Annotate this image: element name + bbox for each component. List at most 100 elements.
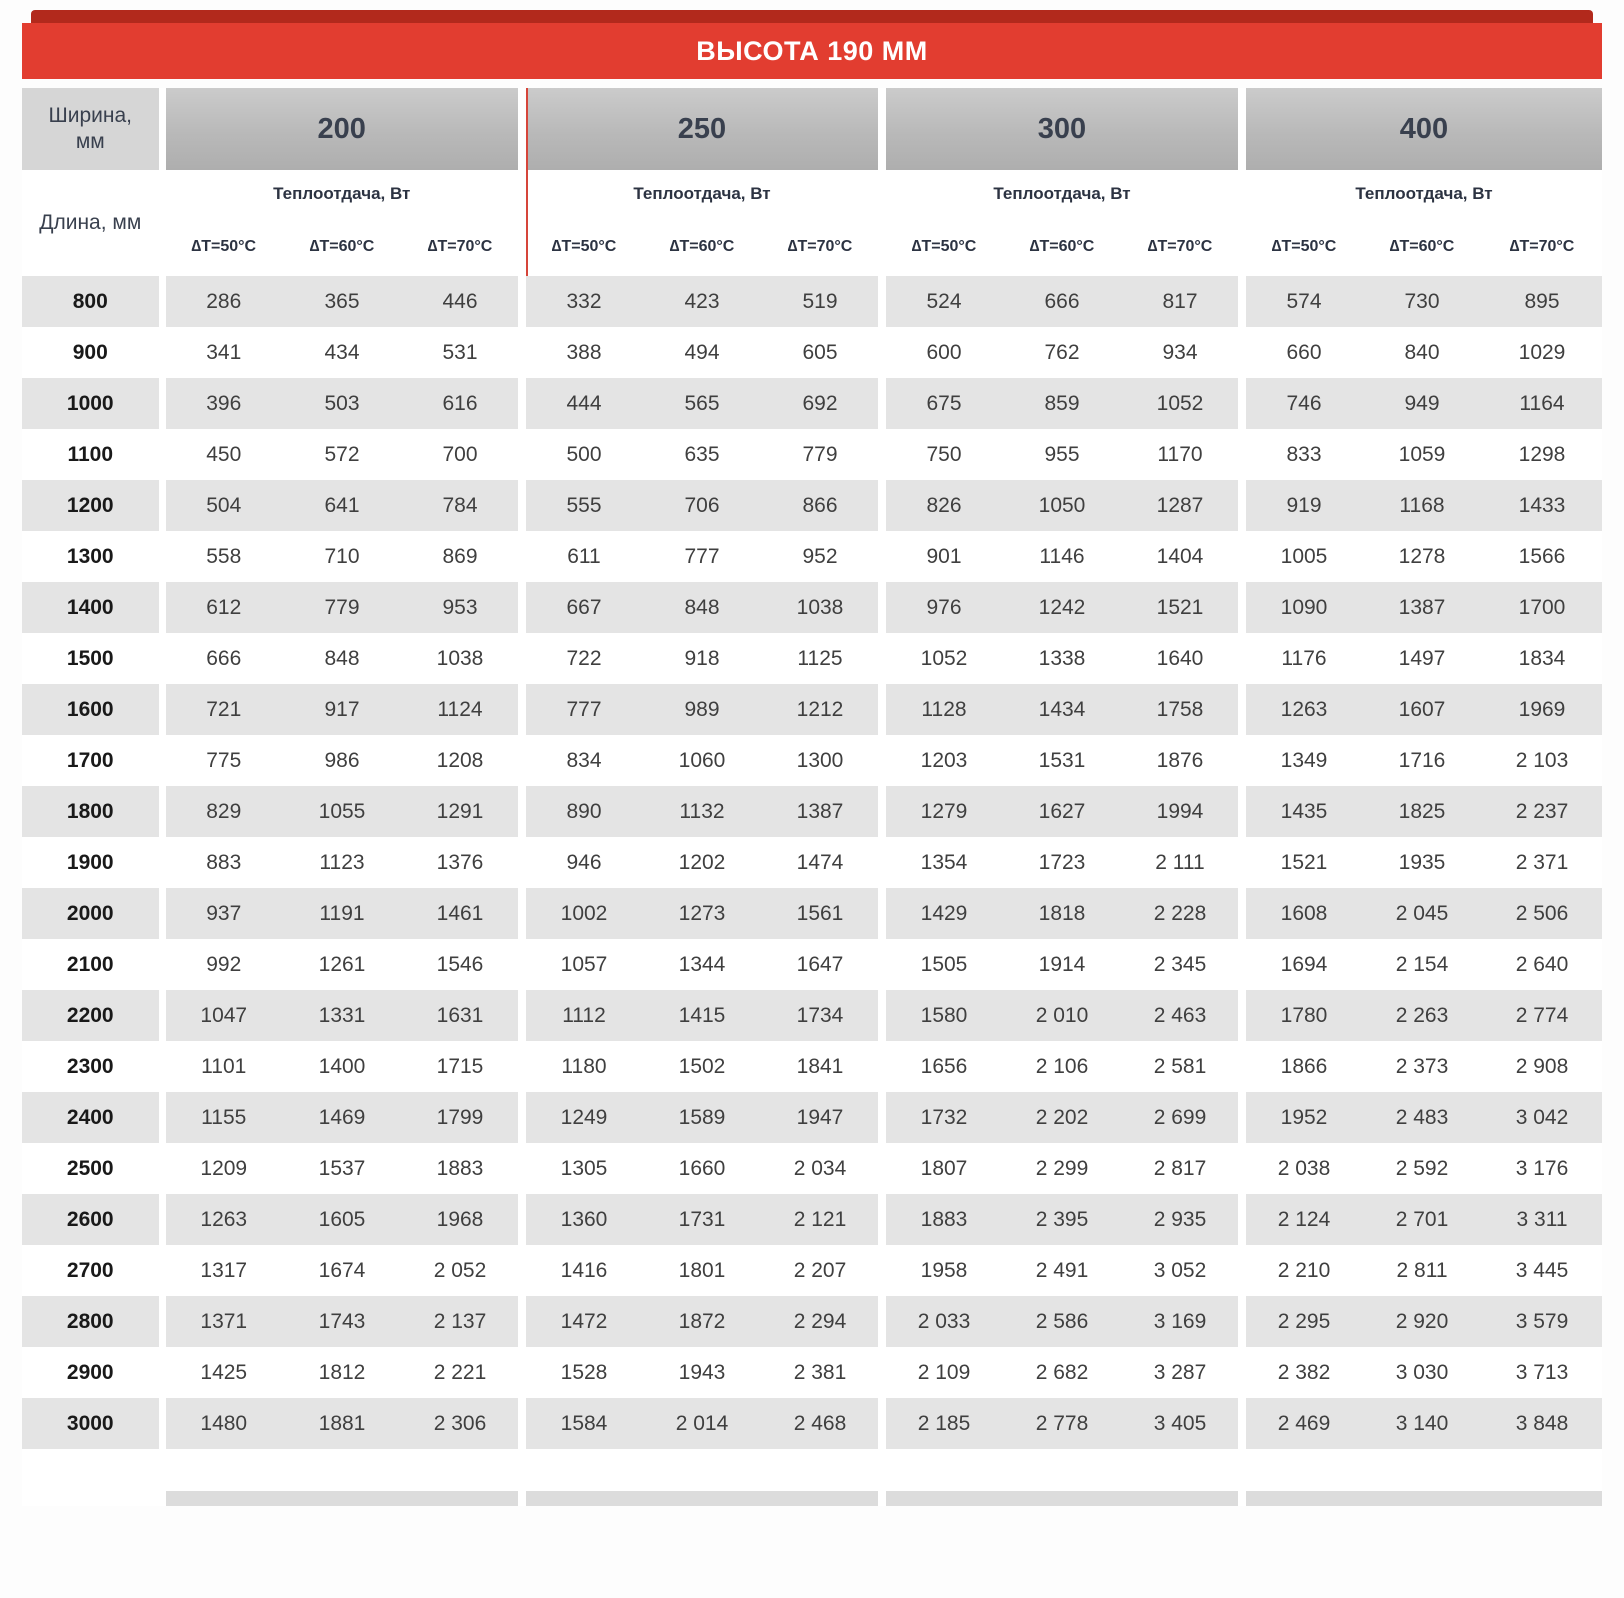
length-cell: 1200 (22, 480, 166, 531)
table-row: 1200 504 641 784 555 706 866 826 1050 1287 919 1168… (22, 480, 1602, 531)
table-row: 900 341 434 531 388 494 605 600 762 934 660 840 1029 (22, 327, 1602, 378)
value-cell: 1212 (762, 684, 882, 735)
value-cell: 1360 (518, 1194, 642, 1245)
value-cell: 1164 (1482, 378, 1602, 429)
value-cell: 388 (518, 327, 642, 378)
value-cell: 917 (282, 684, 402, 735)
value-cell: 660 (1238, 327, 1362, 378)
length-cell: 2100 (22, 939, 166, 990)
value-cell: 1883 (402, 1143, 522, 1194)
value-cell: 1505 (878, 939, 1002, 990)
width-group-header: 200 (162, 88, 522, 170)
value-cell: 2 381 (762, 1347, 882, 1398)
value-cell: 817 (1122, 276, 1242, 327)
value-cell: 2 185 (878, 1398, 1002, 1449)
length-label: Длина, мм (22, 170, 166, 276)
value-cell: 1208 (402, 735, 522, 786)
value-cell: 1834 (1482, 633, 1602, 684)
value-cell: 3 140 (1362, 1398, 1482, 1449)
value-cell: 721 (162, 684, 282, 735)
value-cell: 1607 (1362, 684, 1482, 735)
spacer-row (22, 1449, 1602, 1491)
value-cell: 848 (642, 582, 762, 633)
length-cell: 1700 (22, 735, 166, 786)
value-cell: 775 (162, 735, 282, 786)
value-cell: 2 701 (1362, 1194, 1482, 1245)
heat-output-label: Теплоотдача, Вт (878, 170, 1242, 218)
value-cell: 1047 (162, 990, 282, 1041)
value-cell: 3 176 (1482, 1143, 1602, 1194)
value-cell: 558 (162, 531, 282, 582)
value-cell: 2 371 (1482, 837, 1602, 888)
value-cell: 3 042 (1482, 1092, 1602, 1143)
value-cell: 1812 (282, 1347, 402, 1398)
value-cell: 3 405 (1122, 1398, 1242, 1449)
table-row: 800 286 365 446 332 423 519 524 666 817 574 730 895 (22, 276, 1602, 327)
value-cell: 1872 (642, 1296, 762, 1347)
length-cell: 1300 (22, 531, 166, 582)
delta-t-header: ∆T=50°C (162, 218, 282, 276)
value-cell: 1732 (878, 1092, 1002, 1143)
value-cell: 1249 (518, 1092, 642, 1143)
heat-output-table: Ширина, мм 200 250 300 400 Длина, мм Теплоо… (22, 88, 1602, 1506)
value-cell: 706 (642, 480, 762, 531)
value-cell: 1338 (1002, 633, 1122, 684)
delta-t-header: ∆T=70°C (402, 218, 522, 276)
value-cell: 1631 (402, 990, 522, 1041)
value-cell: 1298 (1482, 429, 1602, 480)
value-cell: 1497 (1362, 633, 1482, 684)
value-cell: 2 299 (1002, 1143, 1122, 1194)
value-cell: 1305 (518, 1143, 642, 1194)
value-cell: 1841 (762, 1041, 882, 1092)
table-row: 3000 1480 1881 2 306 1584 2 014 2 468 2 185 2 77… (22, 1398, 1602, 1449)
value-cell: 2 034 (762, 1143, 882, 1194)
value-cell: 2 202 (1002, 1092, 1122, 1143)
value-cell: 1155 (162, 1092, 282, 1143)
value-cell: 784 (402, 480, 522, 531)
value-cell: 1537 (282, 1143, 402, 1194)
value-cell: 341 (162, 327, 282, 378)
value-cell: 1038 (762, 582, 882, 633)
value-cell: 1461 (402, 888, 522, 939)
value-cell: 1146 (1002, 531, 1122, 582)
value-cell: 1002 (518, 888, 642, 939)
value-cell: 396 (162, 378, 282, 429)
value-cell: 1780 (1238, 990, 1362, 1041)
value-cell: 919 (1238, 480, 1362, 531)
value-cell: 1209 (162, 1143, 282, 1194)
value-cell: 952 (762, 531, 882, 582)
length-cell: 2700 (22, 1245, 166, 1296)
value-cell: 1969 (1482, 684, 1602, 735)
value-cell: 2 033 (878, 1296, 1002, 1347)
value-cell: 1331 (282, 990, 402, 1041)
value-cell: 710 (282, 531, 402, 582)
width-header-row: Ширина, мм 200 250 300 400 (22, 88, 1602, 170)
value-cell: 1866 (1238, 1041, 1362, 1092)
value-cell: 2 306 (402, 1398, 522, 1449)
value-cell: 3 445 (1482, 1245, 1602, 1296)
value-cell: 605 (762, 327, 882, 378)
value-cell: 1914 (1002, 939, 1122, 990)
value-cell: 746 (1238, 378, 1362, 429)
value-cell: 666 (162, 633, 282, 684)
delta-t-header: ∆T=70°C (762, 218, 882, 276)
value-cell: 1416 (518, 1245, 642, 1296)
value-cell: 2 295 (1238, 1296, 1362, 1347)
value-cell: 1807 (878, 1143, 1002, 1194)
value-cell: 1561 (762, 888, 882, 939)
width-group-header: 250 (518, 88, 882, 170)
value-cell: 1203 (878, 735, 1002, 786)
value-cell: 1125 (762, 633, 882, 684)
bottom-strip (1238, 1491, 1602, 1506)
value-cell: 2 908 (1482, 1041, 1602, 1092)
table-row: 2100 992 1261 1546 1057 1344 1647 1505 1914 2 345… (22, 939, 1602, 990)
dt-header-row: ∆T=50°C ∆T=60°C ∆T=70°C ∆T=50°C ∆T=60°C ∆T=70… (22, 218, 1602, 276)
value-cell: 1531 (1002, 735, 1122, 786)
value-cell: 565 (642, 378, 762, 429)
value-cell: 1469 (282, 1092, 402, 1143)
length-cell: 1000 (22, 378, 166, 429)
value-cell: 1433 (1482, 480, 1602, 531)
table-row: 2800 1371 1743 2 137 1472 1872 2 294 2 033 2 586… (22, 1296, 1602, 1347)
value-cell: 1958 (878, 1245, 1002, 1296)
table-row: 2300 1101 1400 1715 1180 1502 1841 1656 2 106 2 5… (22, 1041, 1602, 1092)
